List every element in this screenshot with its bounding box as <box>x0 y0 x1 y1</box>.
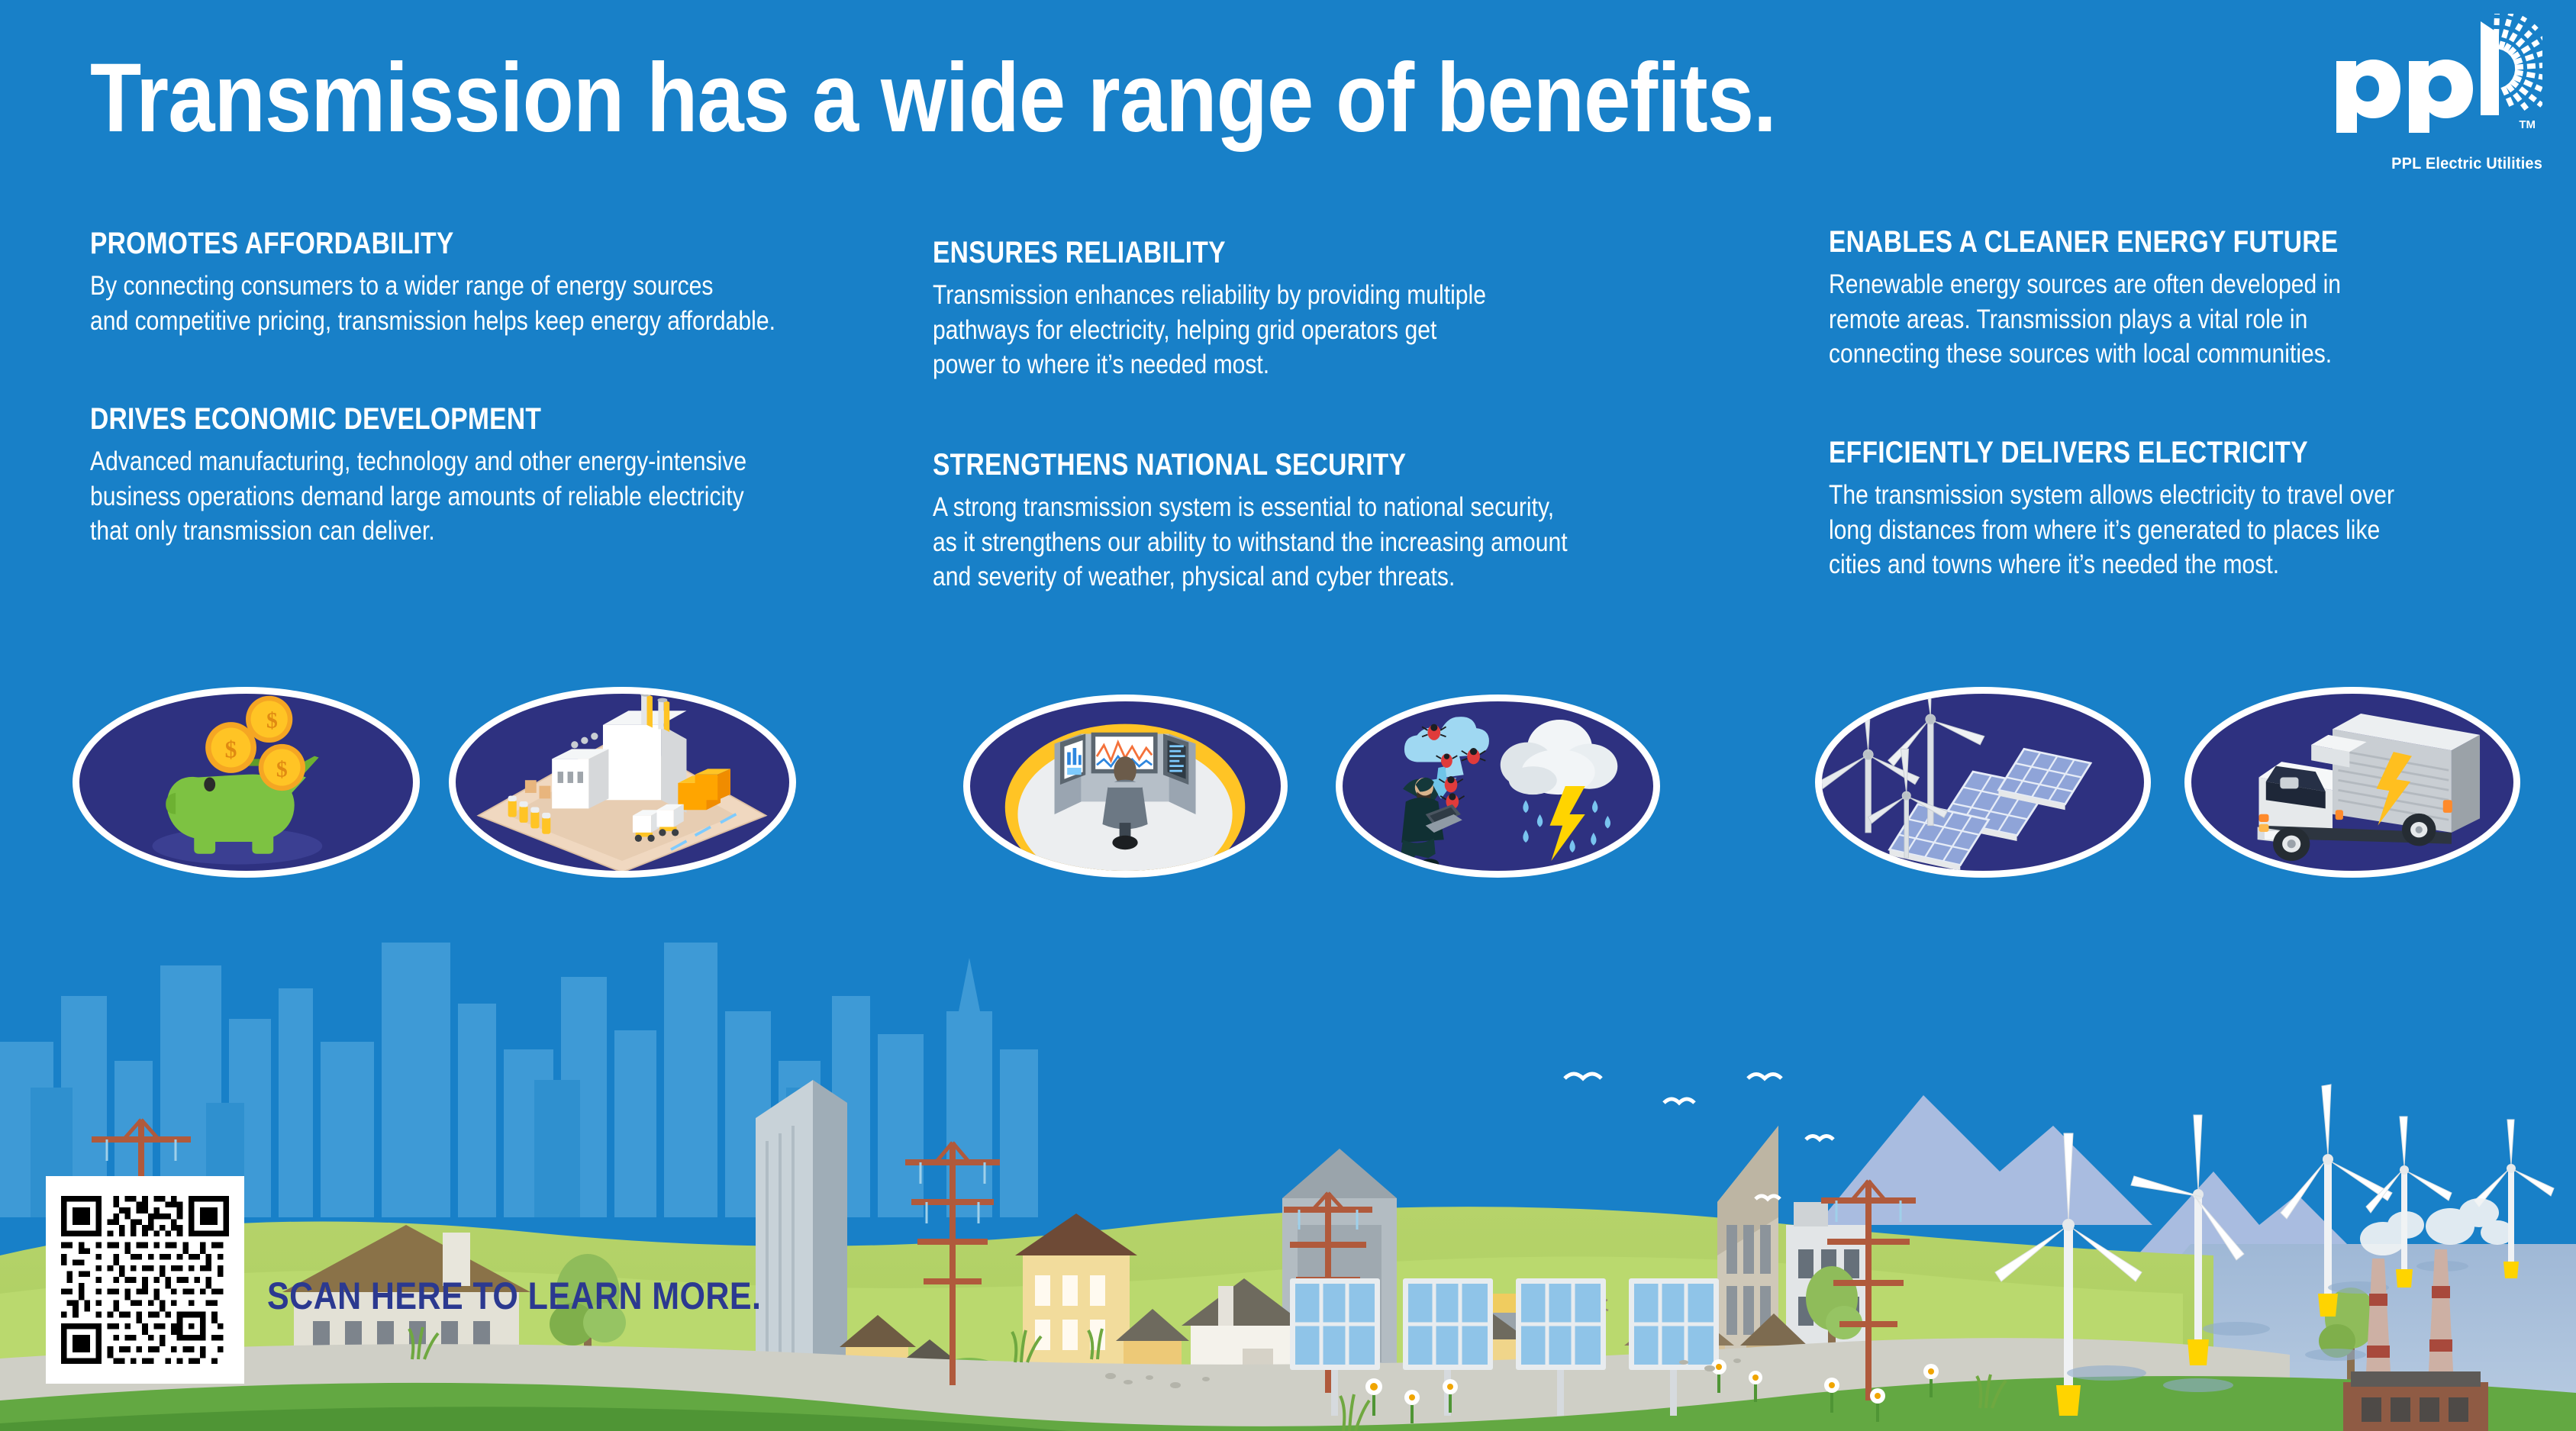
benefit-body: Transmission enhances reliability by pro… <box>933 280 1486 379</box>
benefit-body: The transmission system allows electrici… <box>1829 480 2395 579</box>
benefit-heading: DRIVES ECONOMIC DEVELOPMENT <box>90 402 542 436</box>
trademark-symbol: TM <box>2519 118 2536 131</box>
qr-code[interactable] <box>61 1191 229 1368</box>
benefit-block-strengthens-national-security: STRENGTHENS NATIONAL SECURITY A strong t… <box>933 449 1671 595</box>
piggy-bank-with-coins-icon: $ $ $ <box>152 695 323 865</box>
benefit-body: Renewable energy sources are often devel… <box>1829 269 2342 369</box>
ppl-sunburst-logo-icon: TM <box>2336 14 2542 133</box>
solar-panel-array <box>1290 1278 1719 1416</box>
badge-piggy-bank: $ $ $ <box>73 687 420 878</box>
benefit-block-efficiently-delivers-electricity: EFFICIENTLY DELIVERS ELECTRICITY The tra… <box>1829 437 2487 582</box>
benefit-block-promotes-affordability: PROMOTES AFFORDABILITY By connecting con… <box>90 227 887 338</box>
grass-tufts <box>408 1326 2007 1431</box>
benefit-heading: STRENGTHENS NATIONAL SECURITY <box>933 448 1407 482</box>
badge-renewables <box>1815 687 2151 878</box>
benefit-heading: PROMOTES AFFORDABILITY <box>90 227 454 260</box>
landscape-illustration <box>0 897 2576 1431</box>
benefit-block-drives-economic-development: DRIVES ECONOMIC DEVELOPMENT Advanced man… <box>90 403 853 549</box>
page-title: Transmission has a wide range of benefit… <box>90 44 1777 153</box>
benefit-body: A strong transmission system is essentia… <box>933 492 1568 591</box>
hacker-and-storm-cloud-icon <box>1394 717 1618 869</box>
svg-text:$: $ <box>276 758 288 782</box>
badge-factory <box>449 687 796 878</box>
wildflowers <box>1365 1359 1939 1423</box>
benefit-body: Advanced manufacturing, technology and o… <box>90 446 747 546</box>
pebbles <box>1105 1358 1741 1388</box>
offshore-wind-farm <box>1994 1084 2555 1416</box>
svg-text:$: $ <box>266 709 278 733</box>
industrial-factory-icon <box>476 694 768 871</box>
logo-tagline: PPL Electric Utilities <box>2391 155 2542 172</box>
ppl-logo: TM PPL Electric Utilities <box>2313 14 2542 178</box>
benefit-heading: EFFICIENTLY DELIVERS ELECTRICITY <box>1829 436 2308 469</box>
badge-electric-truck <box>2184 687 2520 878</box>
scan-here-label: SCAN HERE TO LEARN MORE. <box>267 1275 762 1317</box>
wind-turbines-and-solar-panels-icon <box>1822 694 2093 871</box>
power-plant <box>2343 1198 2514 1431</box>
benefit-heading: ENABLES A CLEANER ENERGY FUTURE <box>1829 225 2339 259</box>
qr-code-card[interactable] <box>46 1176 244 1384</box>
benefit-block-enables-cleaner-energy-future: ENABLES A CLEANER ENERGY FUTURE Renewabl… <box>1829 226 2436 372</box>
benefit-body: By connecting consumers to a wider range… <box>90 271 775 336</box>
badge-control-room <box>963 695 1288 878</box>
badge-cyber-storm <box>1336 695 1660 878</box>
benefit-block-ensures-reliability: ENSURES RELIABILITY Transmission enhance… <box>933 237 1576 382</box>
benefit-heading: ENSURES RELIABILITY <box>933 236 1226 269</box>
grid-control-room-operator-icon <box>1004 724 1246 871</box>
svg-text:$: $ <box>225 736 237 763</box>
electric-delivery-truck-icon <box>2257 713 2481 862</box>
birds <box>1563 1072 1835 1202</box>
